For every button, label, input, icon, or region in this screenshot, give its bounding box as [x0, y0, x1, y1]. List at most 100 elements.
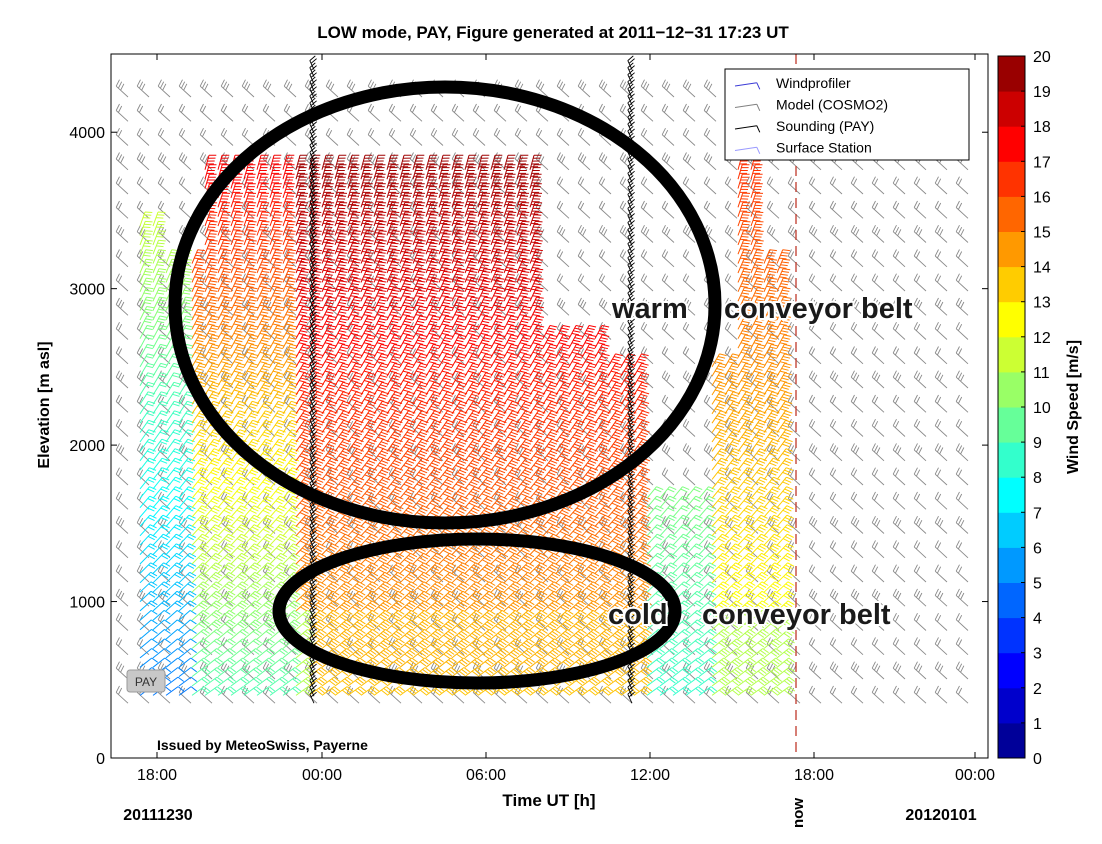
windprofiler-barb [438, 638, 457, 650]
model-barb [871, 588, 885, 607]
windprofiler-barb [412, 571, 431, 584]
windprofiler-barb [451, 657, 470, 668]
windprofiler-barb [672, 543, 690, 555]
model-barb [115, 394, 129, 413]
windprofiler-barb [776, 514, 794, 527]
windprofiler-barb [542, 438, 559, 452]
windprofiler-barb [243, 230, 257, 246]
windprofiler-barb [282, 381, 299, 396]
windprofiler-barb [477, 657, 496, 668]
windprofiler-barb [763, 268, 778, 283]
model-barb [808, 200, 822, 219]
model-barb [808, 370, 822, 389]
model-barb [115, 491, 129, 510]
model-barb [682, 346, 696, 365]
model-barb [892, 588, 906, 607]
windprofiler-barb [776, 391, 793, 405]
windprofiler-barb [399, 562, 418, 574]
windprofiler-barb [373, 648, 392, 659]
windprofiler-barb [412, 476, 430, 490]
windprofiler-barb [412, 457, 430, 471]
windprofiler-barb [750, 372, 766, 386]
model-barb [808, 224, 822, 243]
windprofiler-barb [386, 571, 405, 584]
windprofiler-barb [217, 258, 232, 274]
windprofiler-barb [737, 334, 753, 349]
svg-text:warm: warm [611, 293, 688, 325]
windprofiler-barb [230, 362, 246, 377]
windprofiler-barb [217, 372, 233, 386]
model-barb [871, 515, 885, 534]
windprofiler-barb [243, 391, 260, 405]
windprofiler-barb [490, 581, 509, 593]
windprofiler-barb [724, 372, 740, 386]
model-barb [787, 176, 801, 195]
windprofiler-barb [412, 220, 426, 236]
windprofiler-barb [711, 353, 727, 368]
model-barb [556, 224, 570, 243]
model-barb [724, 588, 738, 607]
windprofiler-barb [503, 192, 517, 208]
legend-entry: Windprofiler [776, 75, 851, 91]
model-barb [619, 588, 633, 607]
windprofiler-barb [776, 543, 794, 555]
windprofiler-barb [737, 562, 756, 574]
model-barb [241, 224, 255, 243]
windprofiler-barb [295, 192, 309, 208]
windprofiler-barb [191, 334, 207, 349]
windprofiler-barb [737, 173, 750, 189]
model-barb [850, 612, 864, 631]
windprofiler-barb [412, 362, 428, 377]
windprofiler-barb [282, 220, 296, 236]
windprofiler-barb [529, 400, 546, 415]
model-barb [619, 152, 633, 171]
windprofiler-barb [490, 467, 508, 480]
windprofiler-barb [282, 325, 298, 339]
windprofiler-barb [750, 600, 769, 612]
windprofiler-barb [425, 467, 443, 480]
windprofiler-barb [477, 183, 490, 199]
windprofiler-barb [568, 400, 585, 415]
windprofiler-barb [230, 457, 248, 471]
windprofiler-barb [204, 552, 223, 565]
windprofiler-barb [269, 391, 286, 405]
windprofiler-barb [438, 448, 455, 462]
windprofiler-barb [568, 476, 586, 490]
windprofiler-barb [269, 410, 286, 424]
windprofiler-barb [503, 268, 518, 283]
windprofiler-barb [269, 562, 288, 574]
model-barb [178, 394, 192, 413]
sounding-barb [627, 330, 635, 345]
date-right: 20120101 [905, 807, 976, 824]
windprofiler-barb [451, 476, 469, 490]
windprofiler-barb [399, 315, 414, 330]
model-barb [703, 588, 717, 607]
windprofiler-barb [282, 448, 299, 462]
windprofiler-barb [295, 258, 310, 274]
windprofiler-barb [217, 562, 236, 574]
windprofiler-barb [269, 202, 283, 217]
windprofiler-barb [412, 657, 431, 668]
windprofiler-barb [438, 486, 456, 499]
windprofiler-barb [243, 353, 259, 368]
windprofiler-barb [386, 391, 403, 405]
windprofiler-barb [152, 429, 169, 443]
windprofiler-barb [282, 315, 297, 330]
windprofiler-barb [763, 686, 783, 696]
windprofiler-barb [152, 249, 166, 264]
windprofiler-barb [152, 571, 171, 584]
windprofiler-barb [308, 552, 327, 565]
windprofiler-barb [737, 543, 755, 555]
x-axis-label: Time UT [h] [502, 791, 595, 810]
model-barb [955, 685, 969, 704]
windprofiler-barb [295, 438, 312, 452]
model-barb [535, 224, 549, 243]
windprofiler-barb [438, 438, 455, 452]
windprofiler-barb [737, 315, 752, 330]
windprofiler-barb [386, 657, 405, 668]
windprofiler-barb [269, 372, 285, 386]
model-barb [535, 297, 549, 316]
windprofiler-barb [217, 400, 234, 415]
windprofiler-barb [347, 287, 362, 302]
model-barb [682, 176, 696, 195]
